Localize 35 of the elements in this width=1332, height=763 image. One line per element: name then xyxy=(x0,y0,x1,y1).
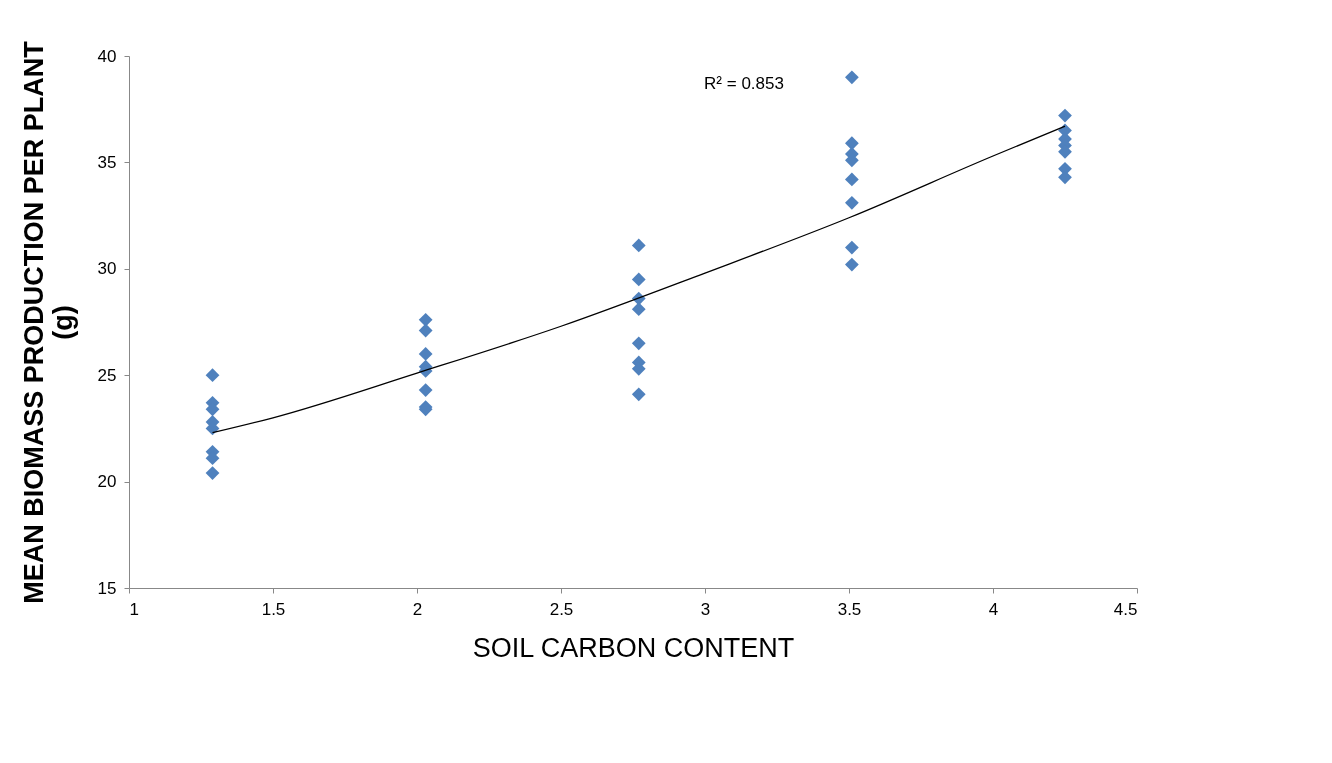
point xyxy=(631,238,646,253)
x-tick-label: 3.5 xyxy=(837,599,862,619)
point xyxy=(418,383,433,397)
point xyxy=(1058,108,1072,123)
point xyxy=(418,323,433,338)
x-tick-label: 1 xyxy=(129,599,139,619)
x-axis-title: SOIL CARBON CONTENT xyxy=(472,632,795,663)
x-tick-label: 2 xyxy=(412,599,423,619)
point xyxy=(844,257,859,272)
point xyxy=(844,172,859,187)
x-tick-label: 3 xyxy=(700,599,711,619)
y-tick-label: 20 xyxy=(97,472,117,492)
point xyxy=(631,336,646,351)
point xyxy=(844,195,859,210)
point xyxy=(205,466,220,480)
y-tick-label: 15 xyxy=(97,578,117,598)
x-tick-label: 2.5 xyxy=(549,599,574,619)
x-tick-label: 4.5 xyxy=(1113,599,1138,619)
point xyxy=(844,70,859,85)
y-tick-label: 35 xyxy=(97,152,117,172)
y-tick-label: 30 xyxy=(97,259,117,279)
point xyxy=(631,302,646,317)
x-tick-label: 4 xyxy=(988,599,999,619)
x-tick-label: 1.5 xyxy=(261,599,286,619)
point xyxy=(844,136,859,151)
point xyxy=(418,347,433,361)
point xyxy=(631,272,646,287)
point xyxy=(418,312,433,327)
point xyxy=(631,387,646,402)
annotation: R² = 0.853 xyxy=(704,74,784,93)
y-tick-label: 40 xyxy=(97,46,117,66)
point xyxy=(205,368,220,383)
y-tick-label: 25 xyxy=(97,365,117,385)
point xyxy=(844,240,859,255)
y-axis-title: MEAN BIOMASS PRODUCTION PER PLANT (g) xyxy=(18,40,78,604)
